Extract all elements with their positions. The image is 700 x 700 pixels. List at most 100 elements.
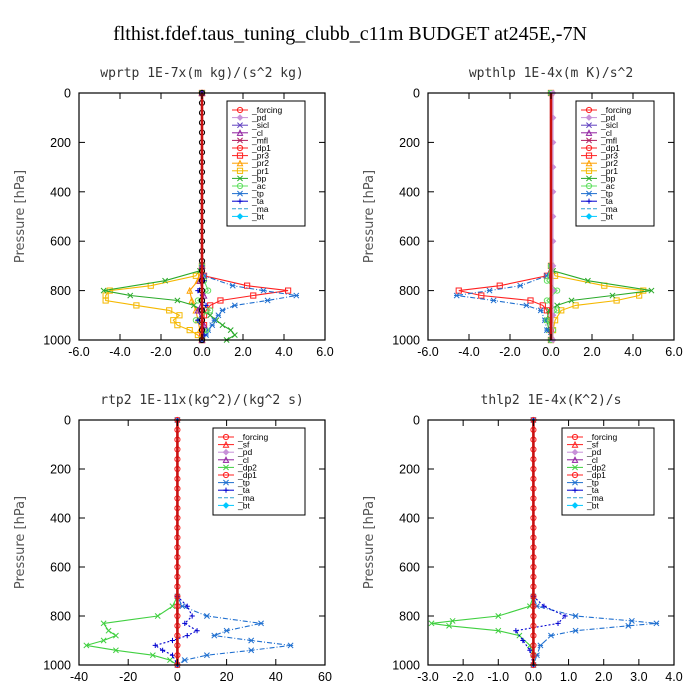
- y-tick-label: 1000: [392, 659, 420, 673]
- x-tick-label: -2.0: [452, 670, 474, 684]
- data-point: [106, 287, 113, 294]
- y-tick-label: 200: [50, 136, 71, 150]
- data-point: [209, 322, 216, 329]
- data-point: [520, 637, 526, 644]
- data-point: [287, 642, 294, 649]
- data-point: [219, 322, 226, 329]
- chart-panel: wpthlp 1E-4x(m K)/s^2 Pressure [hPa] -6.0 -…: [362, 66, 683, 359]
- legend-item: _dp1: [218, 470, 257, 480]
- legend-marker: [236, 106, 244, 114]
- x-tick-label: 0.0: [542, 345, 559, 359]
- data-point: [194, 297, 201, 304]
- data-point: [543, 297, 551, 304]
- data-point: [250, 292, 257, 299]
- series-line: [532, 420, 657, 666]
- data-point: [102, 297, 109, 304]
- legend-label: _pr1: [251, 166, 269, 176]
- y-tick-label: 0: [64, 87, 71, 101]
- data-point: [219, 307, 226, 314]
- x-tick-label: 4.0: [275, 345, 292, 359]
- legend-marker: [222, 433, 230, 441]
- legend-marker: [571, 471, 579, 479]
- data-point: [537, 307, 544, 314]
- legend-label: _ma: [586, 493, 604, 503]
- data-point: [162, 277, 169, 284]
- legend-item: _forcing: [232, 105, 283, 115]
- legend-marker: [236, 159, 244, 167]
- y-axis-label: Pressure [hPa]: [13, 170, 28, 263]
- legend-item: _pd: [581, 113, 615, 123]
- x-tick-label: 0.0: [525, 670, 542, 684]
- data-point: [231, 302, 238, 309]
- legend-label: _sicl: [251, 120, 269, 130]
- data-point: [449, 617, 456, 624]
- legend-item: _cl: [218, 455, 249, 465]
- x-tick-label: 20: [220, 670, 234, 684]
- data-point: [572, 302, 579, 309]
- legend-item: _cl: [581, 128, 612, 138]
- x-tick-label: 1.0: [560, 670, 577, 684]
- y-tick-label: 200: [399, 463, 420, 477]
- legend-label: _dp1: [251, 143, 271, 153]
- data-point: [478, 292, 485, 299]
- legend-item: _pr2: [581, 158, 618, 168]
- series-bp: [100, 90, 238, 343]
- data-point: [186, 327, 193, 334]
- legend-marker: [585, 106, 593, 114]
- legend-label: _sf: [237, 440, 250, 450]
- legend-item: _pr3: [232, 151, 269, 161]
- legend-item: _tp: [567, 478, 599, 488]
- y-tick-label: 1000: [392, 334, 420, 348]
- x-tick-label: -4.0: [109, 345, 131, 359]
- data-point: [149, 652, 156, 659]
- legend-label: _ta: [237, 485, 250, 495]
- data-point: [112, 632, 119, 639]
- x-tick-label: 2.0: [595, 670, 612, 684]
- x-tick-label: 0.0: [193, 345, 210, 359]
- legend-item: _ta: [232, 196, 264, 206]
- legend-label: _ta: [251, 196, 264, 206]
- legend-marker: [585, 144, 593, 152]
- legend-item: _pd: [567, 447, 601, 457]
- chart-panel: wprtp 1E-7x(m kg)/(s^2 kg) Pressure [hPa]…: [13, 66, 334, 359]
- legend-label: _pr3: [251, 151, 269, 161]
- legend-item: _forcing: [218, 432, 269, 442]
- legend-item: _sf: [218, 440, 250, 450]
- data-point: [169, 603, 176, 610]
- data-point: [548, 632, 554, 639]
- data-point: [105, 627, 112, 634]
- legend-item: _mfl: [581, 135, 617, 145]
- data-point: [543, 327, 550, 334]
- legend-marker: [585, 213, 593, 220]
- y-tick-label: 400: [50, 185, 71, 199]
- legend-marker: [585, 159, 593, 167]
- legend-item: _ac: [232, 181, 266, 191]
- legend-marker: [585, 182, 593, 190]
- data-point: [609, 292, 616, 299]
- data-point: [562, 613, 568, 619]
- data-point: [112, 647, 119, 654]
- x-tick-label: 4.0: [624, 345, 641, 359]
- legend-marker: [236, 152, 244, 159]
- legend-item: _pr1: [232, 166, 269, 176]
- y-tick-label: 1000: [43, 334, 71, 348]
- legend: _forcing_pd_sicl_cl_mfl_dp1_pr3_pr2_pr1_…: [226, 100, 306, 227]
- legend-label: _ma: [251, 204, 269, 214]
- legend-label: _bt: [586, 500, 599, 510]
- legend-marker: [222, 456, 230, 463]
- legend-label: _mfl: [251, 135, 268, 145]
- data-point: [428, 620, 435, 627]
- data-point: [543, 277, 551, 284]
- data-point: [207, 312, 214, 319]
- legend-label: _dp1: [237, 470, 257, 480]
- data-point: [517, 282, 524, 289]
- legend-marker: [236, 182, 244, 190]
- y-tick-label: 400: [399, 512, 420, 526]
- legend-label: _mfl: [600, 135, 617, 145]
- y-axis-label: Pressure [hPa]: [13, 496, 28, 589]
- data-point: [152, 642, 158, 648]
- data-point: [537, 642, 544, 649]
- legend-marker: [223, 464, 229, 471]
- data-point: [169, 637, 176, 644]
- legend-marker: [222, 440, 230, 448]
